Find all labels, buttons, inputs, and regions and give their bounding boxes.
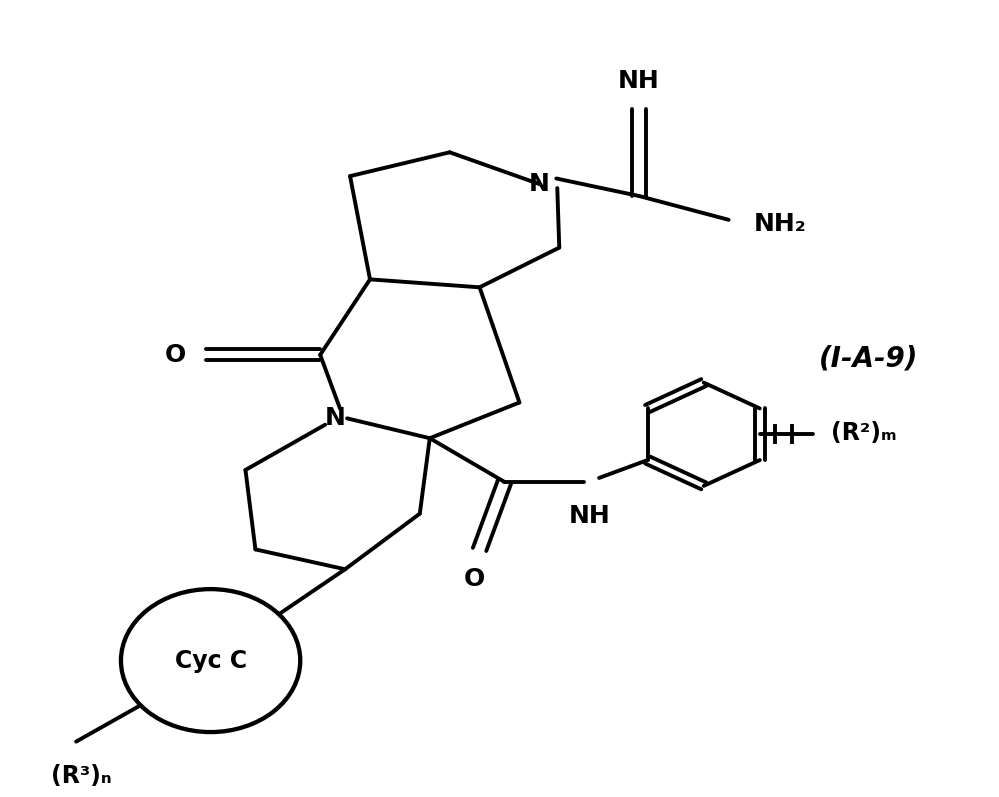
- Text: NH: NH: [618, 69, 660, 92]
- Text: (R²)ₘ: (R²)ₘ: [831, 421, 897, 445]
- Text: O: O: [165, 343, 186, 367]
- Text: Cyc C: Cyc C: [175, 649, 247, 673]
- Text: N: N: [528, 172, 549, 196]
- Text: (I-A-9): (I-A-9): [818, 345, 918, 373]
- Text: N: N: [325, 406, 346, 430]
- Text: (R³)ₙ: (R³)ₙ: [51, 764, 112, 788]
- Text: NH₂: NH₂: [753, 212, 806, 236]
- Text: O: O: [464, 567, 486, 591]
- Text: NH: NH: [568, 505, 610, 528]
